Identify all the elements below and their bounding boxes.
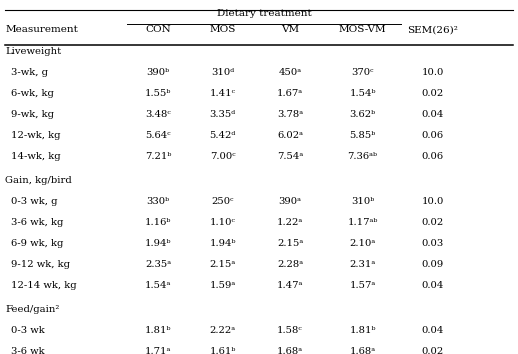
Text: 10.0: 10.0 xyxy=(421,68,444,77)
Text: 7.00ᶜ: 7.00ᶜ xyxy=(210,152,236,161)
Text: 1.81ᵇ: 1.81ᵇ xyxy=(145,326,171,335)
Text: 1.16ᵇ: 1.16ᵇ xyxy=(145,218,171,227)
Text: 1.94ᵇ: 1.94ᵇ xyxy=(209,239,236,248)
Text: 0.02: 0.02 xyxy=(422,347,443,354)
Text: 1.17ᵃᵇ: 1.17ᵃᵇ xyxy=(348,218,378,227)
Text: CON: CON xyxy=(145,25,171,34)
Text: 1.58ᶜ: 1.58ᶜ xyxy=(277,326,303,335)
Text: 0.02: 0.02 xyxy=(422,218,443,227)
Text: 1.81ᵇ: 1.81ᵇ xyxy=(349,326,376,335)
Text: 2.15ᵃ: 2.15ᵃ xyxy=(277,239,303,248)
Text: 2.22ᵃ: 2.22ᵃ xyxy=(210,326,236,335)
Text: 9-wk, kg: 9-wk, kg xyxy=(11,110,54,119)
Text: 310ᵇ: 310ᵇ xyxy=(351,197,374,206)
Text: Dietary treatment: Dietary treatment xyxy=(217,9,311,18)
Text: 1.55ᵇ: 1.55ᵇ xyxy=(145,89,171,98)
Text: 0.06: 0.06 xyxy=(422,152,443,161)
Text: 1.59ᵃ: 1.59ᵃ xyxy=(210,281,236,290)
Text: MOS-VM: MOS-VM xyxy=(339,25,386,34)
Text: 0.06: 0.06 xyxy=(422,131,443,140)
Text: 0.04: 0.04 xyxy=(421,281,444,290)
Text: 5.42ᵈ: 5.42ᵈ xyxy=(210,131,236,140)
Text: 0.09: 0.09 xyxy=(422,260,443,269)
Text: 7.36ᵃᵇ: 7.36ᵃᵇ xyxy=(348,152,378,161)
Text: 0.04: 0.04 xyxy=(421,326,444,335)
Text: 450ᵃ: 450ᵃ xyxy=(279,68,301,77)
Text: 12-wk, kg: 12-wk, kg xyxy=(11,131,61,140)
Text: 6-9 wk, kg: 6-9 wk, kg xyxy=(11,239,64,248)
Text: 330ᵇ: 330ᵇ xyxy=(147,197,169,206)
Text: 6-wk, kg: 6-wk, kg xyxy=(11,89,54,98)
Text: 7.21ᵇ: 7.21ᵇ xyxy=(145,152,171,161)
Text: 10.0: 10.0 xyxy=(421,197,444,206)
Text: 3.62ᵇ: 3.62ᵇ xyxy=(350,110,376,119)
Text: Liveweight: Liveweight xyxy=(5,47,61,56)
Text: 0.03: 0.03 xyxy=(422,239,443,248)
Text: Gain, kg/bird: Gain, kg/bird xyxy=(5,176,72,185)
Text: 250ᶜ: 250ᶜ xyxy=(211,197,234,206)
Text: 1.22ᵃ: 1.22ᵃ xyxy=(277,218,303,227)
Text: 370ᶜ: 370ᶜ xyxy=(351,68,374,77)
Text: 1.10ᶜ: 1.10ᶜ xyxy=(210,218,236,227)
Text: 1.67ᵃ: 1.67ᵃ xyxy=(277,89,303,98)
Text: 390ᵃ: 390ᵃ xyxy=(279,197,301,206)
Text: 3-6 wk: 3-6 wk xyxy=(11,347,45,354)
Text: Measurement: Measurement xyxy=(5,25,78,34)
Text: 1.61ᵇ: 1.61ᵇ xyxy=(210,347,236,354)
Text: 2.31ᵃ: 2.31ᵃ xyxy=(350,260,376,269)
Text: 5.85ᵇ: 5.85ᵇ xyxy=(350,131,376,140)
Text: 1.68ᵃ: 1.68ᵃ xyxy=(277,347,303,354)
Text: Feed/gain²: Feed/gain² xyxy=(5,305,60,314)
Text: 0.04: 0.04 xyxy=(421,110,444,119)
Text: 1.71ᵃ: 1.71ᵃ xyxy=(145,347,171,354)
Text: VM: VM xyxy=(281,25,299,34)
Text: MOS: MOS xyxy=(210,25,236,34)
Text: 3.35ᵈ: 3.35ᵈ xyxy=(210,110,236,119)
Text: 390ᵇ: 390ᵇ xyxy=(147,68,169,77)
Text: 3-6 wk, kg: 3-6 wk, kg xyxy=(11,218,64,227)
Text: 2.35ᵃ: 2.35ᵃ xyxy=(145,260,171,269)
Text: 9-12 wk, kg: 9-12 wk, kg xyxy=(11,260,70,269)
Text: 12-14 wk, kg: 12-14 wk, kg xyxy=(11,281,77,290)
Text: 3-wk, g: 3-wk, g xyxy=(11,68,48,77)
Text: 1.68ᵃ: 1.68ᵃ xyxy=(350,347,376,354)
Text: 1.94ᵇ: 1.94ᵇ xyxy=(145,239,171,248)
Text: 1.54ᵇ: 1.54ᵇ xyxy=(349,89,376,98)
Text: 6.02ᵃ: 6.02ᵃ xyxy=(277,131,303,140)
Text: 0-3 wk: 0-3 wk xyxy=(11,326,45,335)
Text: SEM(26)²: SEM(26)² xyxy=(407,25,458,34)
Text: 0-3 wk, g: 0-3 wk, g xyxy=(11,197,58,206)
Text: 1.47ᵃ: 1.47ᵃ xyxy=(277,281,303,290)
Text: 2.15ᵃ: 2.15ᵃ xyxy=(210,260,236,269)
Text: 7.54ᵃ: 7.54ᵃ xyxy=(277,152,303,161)
Text: 1.57ᵃ: 1.57ᵃ xyxy=(350,281,376,290)
Text: 310ᵈ: 310ᵈ xyxy=(211,68,234,77)
Text: 0.02: 0.02 xyxy=(422,89,443,98)
Text: 2.10ᵃ: 2.10ᵃ xyxy=(350,239,376,248)
Text: 2.28ᵃ: 2.28ᵃ xyxy=(277,260,303,269)
Text: 3.78ᵃ: 3.78ᵃ xyxy=(277,110,303,119)
Text: 1.54ᵃ: 1.54ᵃ xyxy=(145,281,171,290)
Text: 3.48ᶜ: 3.48ᶜ xyxy=(145,110,171,119)
Text: 5.64ᶜ: 5.64ᶜ xyxy=(145,131,171,140)
Text: 14-wk, kg: 14-wk, kg xyxy=(11,152,61,161)
Text: 1.41ᶜ: 1.41ᶜ xyxy=(210,89,236,98)
